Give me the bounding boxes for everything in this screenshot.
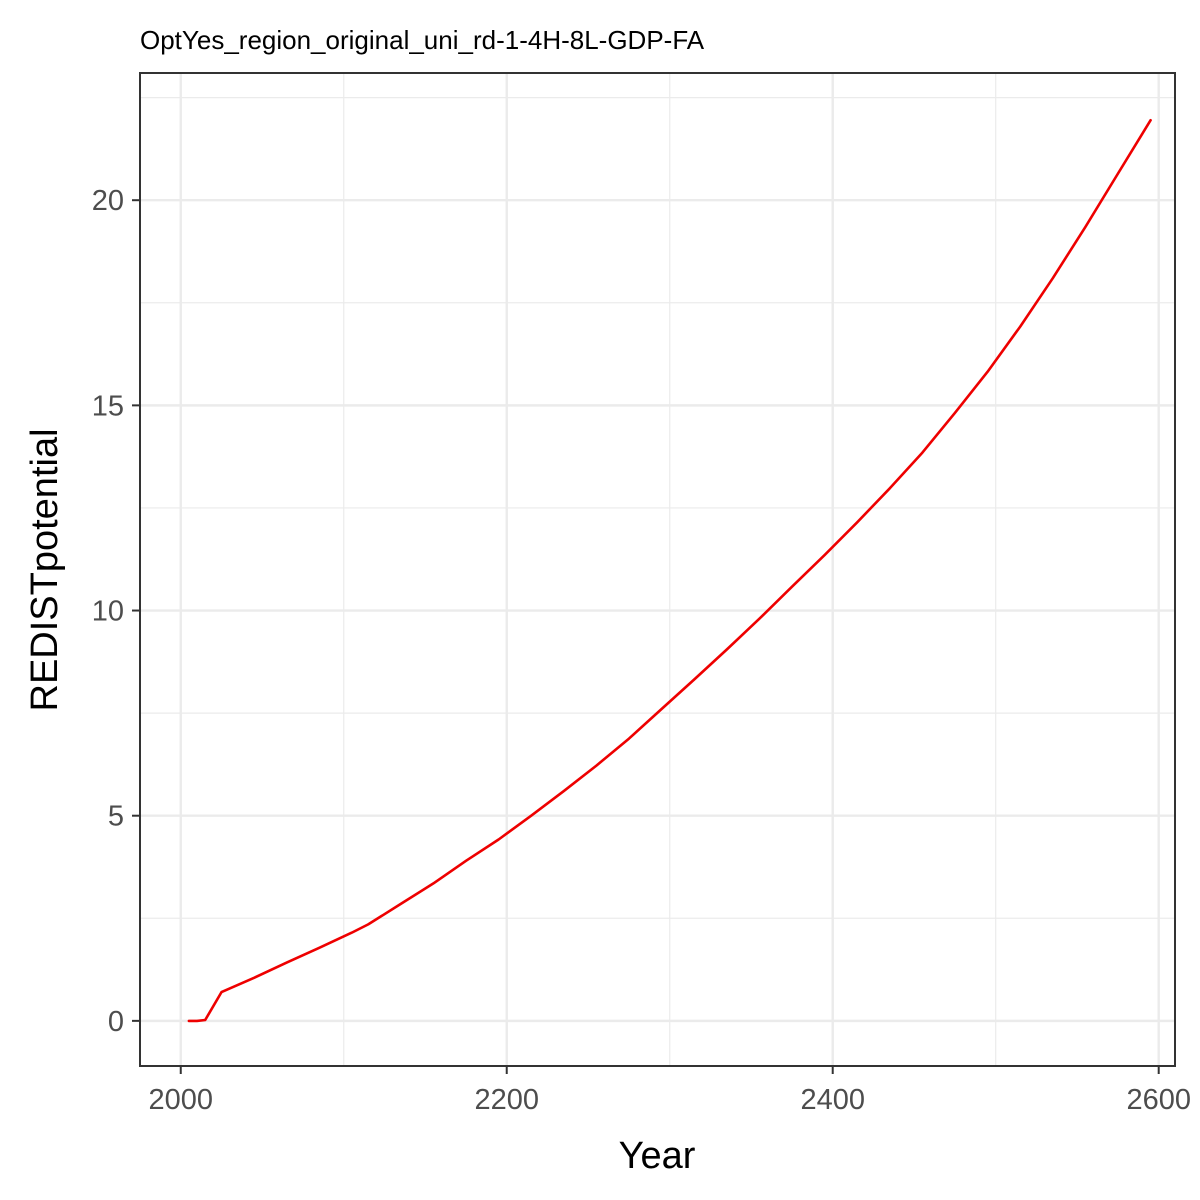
x-tick-label: 2000 [148,1084,213,1116]
y-tick-label: 20 [92,185,124,217]
y-tick-label: 0 [108,1006,124,1038]
y-tick-label: 5 [108,801,124,833]
series-line [187,118,1152,1023]
series-layer [187,118,1152,1023]
chart-title: OptYes_region_original_uni_rd-1-4H-8L-GD… [140,25,705,55]
x-axis: 2000 2200 2400 2600 [148,1066,1191,1116]
y-tick-label: 15 [92,390,124,422]
x-tick-label: 2600 [1126,1084,1191,1116]
y-tick-label: 10 [92,596,124,628]
y-axis: 0 5 10 15 20 [92,185,140,1038]
plot-border [139,72,1176,1067]
x-tick-label: 2400 [800,1084,865,1116]
plot-panel [140,73,1175,1066]
x-axis-title: Year [619,1135,696,1177]
major-gridlines [140,73,1175,1066]
y-axis-title: REDISTpotential [24,428,66,711]
x-tick-label: 2200 [474,1084,539,1116]
